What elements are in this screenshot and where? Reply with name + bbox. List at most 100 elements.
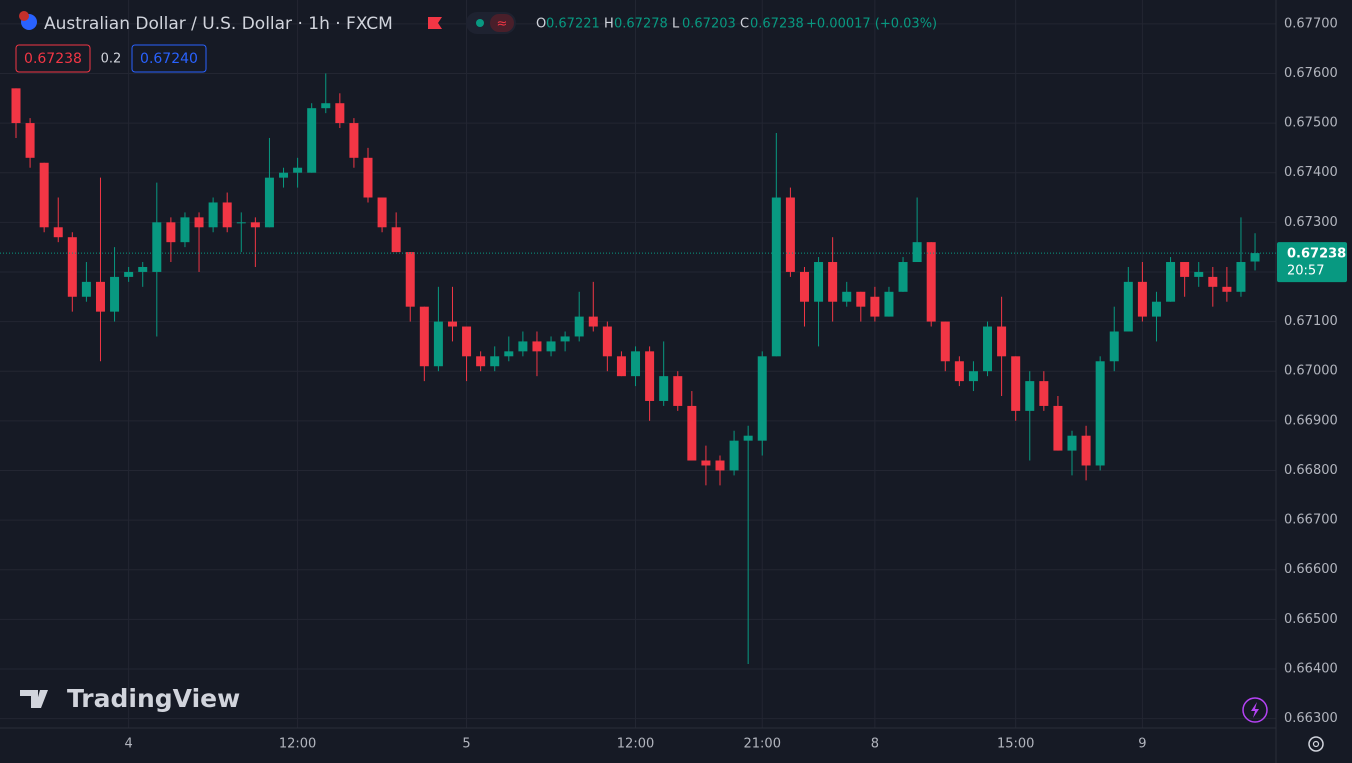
y-tick-label: 0.67700 xyxy=(1284,16,1338,31)
bid-box[interactable] xyxy=(15,44,91,73)
candle-body xyxy=(1208,276,1218,287)
y-tick-label: 0.66600 xyxy=(1284,562,1338,577)
candle-body xyxy=(701,460,711,466)
candle-body xyxy=(1081,435,1091,466)
y-tick-label: 0.66400 xyxy=(1284,661,1338,676)
symbol-title[interactable]: Australian Dollar / U.S. Dollar · 1h · F… xyxy=(44,14,393,34)
candle-body xyxy=(1109,331,1119,362)
candle-body xyxy=(293,167,303,173)
candle-body xyxy=(1236,262,1246,292)
candle-body xyxy=(321,103,331,109)
y-tick-label: 0.67300 xyxy=(1284,215,1338,230)
legend-key: H xyxy=(604,17,614,32)
candle-body xyxy=(222,202,232,228)
candle-body xyxy=(419,306,429,367)
watermark-logo xyxy=(20,690,48,708)
candle-body xyxy=(631,351,641,377)
x-tick-label: 15:00 xyxy=(997,737,1034,752)
candle-body xyxy=(771,197,781,357)
legend-value: 0.67203 xyxy=(682,17,736,32)
legend-value: 0.67278 xyxy=(614,17,668,32)
candle-body xyxy=(912,242,922,263)
bid-price[interactable]: 0.67238 xyxy=(24,51,82,67)
candle-body xyxy=(1095,361,1105,466)
candle-body xyxy=(968,371,978,382)
candle-body xyxy=(997,326,1007,357)
status-pill-right xyxy=(490,14,514,32)
candle-body xyxy=(95,281,105,312)
candle-body xyxy=(687,405,697,461)
candle-body xyxy=(1011,356,1021,411)
candle-body xyxy=(363,157,373,198)
candle-body xyxy=(152,222,162,272)
legend-key: O xyxy=(536,17,546,32)
overlay: Australian Dollar / U.S. Dollar · 1h · F… xyxy=(0,11,1347,752)
x-tick-label: 9 xyxy=(1138,737,1146,752)
ohlc-legend: O 0.67221 H 0.67278 L 0.67203 C 0.67238 +0.00017… xyxy=(536,17,937,32)
y-tick-label: 0.67500 xyxy=(1284,116,1338,131)
y-tick-label: 0.66700 xyxy=(1284,513,1338,528)
x-tick-label: 12:00 xyxy=(279,737,316,752)
legend-value: 0.67238 xyxy=(750,17,804,32)
candle-body xyxy=(560,336,570,342)
y-tick-label: 0.67100 xyxy=(1284,314,1338,329)
watermark: TradingView xyxy=(67,684,240,713)
candle-body xyxy=(250,222,260,228)
y-tick-label: 0.67000 xyxy=(1284,364,1338,379)
candle-body xyxy=(194,217,204,228)
candle-body xyxy=(279,172,289,178)
settings-button[interactable] xyxy=(1308,736,1324,752)
candle-body xyxy=(81,281,91,297)
candle-body xyxy=(208,202,218,228)
candle-body xyxy=(1123,281,1133,332)
candle-body xyxy=(814,262,824,302)
candle-body xyxy=(504,351,514,357)
candle-body xyxy=(588,316,598,327)
y-tick-label: 0.66300 xyxy=(1284,711,1338,726)
candle-body xyxy=(349,123,359,158)
candle-body xyxy=(391,227,401,253)
candle-body xyxy=(799,271,809,302)
candle-body xyxy=(264,177,274,228)
candle-body xyxy=(447,321,457,327)
candle-body xyxy=(53,227,63,238)
flag-icon[interactable] xyxy=(428,17,442,29)
symbol-icon-flag xyxy=(19,11,29,21)
candle-body xyxy=(335,103,345,124)
candle-body xyxy=(856,291,866,307)
candle-body xyxy=(1222,286,1232,292)
y-tick-label: 0.67400 xyxy=(1284,165,1338,180)
candle-body xyxy=(673,376,683,406)
candles xyxy=(11,73,1260,664)
candle-body xyxy=(1194,271,1204,277)
candle-body xyxy=(602,326,612,357)
candle-body xyxy=(532,341,542,352)
ask-price[interactable]: 0.67240 xyxy=(140,51,198,67)
candle-body xyxy=(1151,301,1161,317)
lightning-button[interactable] xyxy=(1242,697,1268,723)
candle-body xyxy=(307,108,317,173)
candle-body xyxy=(785,197,795,272)
x-tick-label: 12:00 xyxy=(617,737,654,752)
candle-body xyxy=(546,341,556,352)
candle-body xyxy=(476,356,486,367)
x-tick-label: 5 xyxy=(462,737,470,752)
candle-body xyxy=(180,217,190,243)
candle-body xyxy=(1166,262,1176,302)
candle-body xyxy=(39,162,49,228)
price-label-box xyxy=(1277,242,1347,283)
legend-change: +0.00017 (+0.03%) xyxy=(806,17,937,32)
candle-body xyxy=(11,88,21,124)
candle-body xyxy=(743,435,753,441)
settings-icon xyxy=(1312,740,1320,748)
market-status-dot xyxy=(476,19,484,27)
candle-body xyxy=(1067,435,1077,451)
candle-body xyxy=(884,291,894,317)
ask-box[interactable] xyxy=(131,44,207,73)
candle-body xyxy=(1025,381,1035,411)
legend-key: L xyxy=(672,17,680,32)
y-tick-label: 0.66800 xyxy=(1284,463,1338,478)
candle-body xyxy=(870,296,880,317)
